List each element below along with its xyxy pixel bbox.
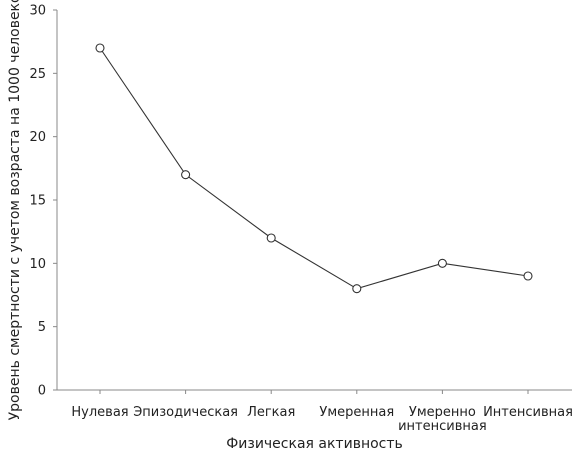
x-tick-label: Умеренная [319, 405, 394, 420]
x-tick-label: Умеренно интенсивная [398, 405, 487, 434]
y-tick-label: 30 [29, 4, 46, 19]
x-tick-label: Интенсивная [483, 405, 573, 420]
data-point [181, 170, 191, 180]
data-point [352, 284, 362, 294]
y-tick-label: 5 [38, 320, 46, 335]
x-tick-label: Легкая [247, 405, 295, 420]
x-axis-title: Физическая активность [226, 436, 403, 452]
x-tick-label: Эпизодическая [133, 405, 238, 420]
x-tick-label-line: Умеренно [409, 405, 476, 420]
x-axis-ticks: Нулевая Эпизодическая Легкая Умеренная Умере… [71, 390, 573, 434]
data-point [95, 43, 105, 53]
x-tick-label-line: Умеренная [319, 405, 394, 420]
series-group [95, 43, 533, 294]
y-tick-label: 20 [29, 130, 46, 145]
x-tick-label-line: Интенсивная [483, 405, 573, 420]
y-axis-title: Уровень смертности с учетом возраста на … [7, 0, 23, 420]
y-tick-label: 25 [29, 67, 46, 82]
x-tick-label: Нулевая [71, 405, 128, 420]
y-tick-label: 15 [29, 194, 46, 209]
data-point [523, 271, 533, 281]
y-axis-ticks: 0 5 10 15 20 25 30 [29, 4, 57, 399]
x-tick-label-line: Эпизодическая [133, 405, 238, 420]
data-point [437, 258, 447, 268]
x-tick-label-line: Легкая [247, 405, 295, 420]
y-tick-label: 0 [38, 384, 46, 399]
x-tick-label-line: интенсивная [398, 419, 487, 434]
data-point [266, 233, 276, 243]
series-line [99, 47, 529, 290]
y-tick-label: 10 [29, 257, 46, 272]
x-tick-label-line: Нулевая [71, 405, 128, 420]
